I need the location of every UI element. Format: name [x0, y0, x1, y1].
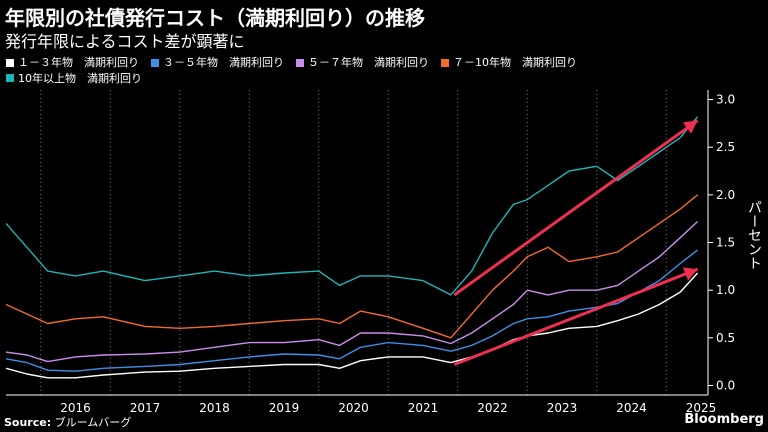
y-tick-label: 2.0: [716, 188, 735, 202]
y-tick-label: 3.0: [716, 93, 735, 107]
x-tick-label: 2019: [269, 401, 300, 415]
chart-subtitle: 発行年限によるコスト差が顕著に: [5, 32, 245, 51]
legend-item: ３－５年物 満期利回り: [151, 55, 284, 70]
legend-swatch: [441, 58, 449, 67]
source-label: Source:: [4, 416, 52, 429]
legend-label: ３－５年物 満期利回り: [163, 56, 284, 69]
arrow-shaft: [453, 267, 699, 366]
y-tick-label: 0.0: [716, 378, 735, 392]
legend-item: 10年以上物 満期利回り: [6, 71, 142, 86]
x-tick-label: 2017: [130, 401, 161, 415]
y-tick-label: 2.5: [716, 140, 735, 154]
series-line: [5, 272, 699, 379]
series-line: [5, 194, 699, 339]
axes: 2016 2017 2018 2019 2020 2021 2022 2023 2024 2025…: [6, 90, 735, 415]
x-tick-label: 2018: [199, 401, 230, 415]
x-tick-label: 2021: [408, 401, 439, 415]
y-tick-label: 1.5: [716, 236, 735, 250]
legend-swatch: [151, 58, 159, 67]
legend-item: １－３年物 満期利回り: [6, 55, 139, 70]
x-tick-label: 2024: [616, 401, 647, 415]
arrow-shaft: [453, 119, 699, 297]
annotation-arrows: [453, 119, 699, 366]
legend-swatch: [6, 74, 14, 82]
y-tick-label: 1.0: [716, 283, 735, 297]
legend-swatch: [296, 58, 304, 67]
legend-label: 10年以上物 満期利回り: [18, 71, 142, 85]
legend-swatch: [6, 58, 14, 67]
chart-legend: １－３年物 満期利回り ３－５年物 満期利回り ５－７年物 満期利回り ７－10年物 …: [6, 55, 706, 86]
series-lines: [5, 116, 699, 379]
source-value: ブルームバーグ: [54, 416, 132, 429]
series-line: [5, 116, 699, 296]
x-tick-label: 2020: [338, 401, 369, 415]
x-tick-label: 2022: [477, 401, 508, 415]
y-axis-label: パーセント: [746, 200, 762, 270]
bloomberg-logo: Bloomberg: [684, 412, 764, 427]
arrow-head: [682, 120, 698, 134]
x-tick-label: 2023: [547, 401, 578, 415]
legend-label: ５－７年物 満期利回り: [308, 56, 429, 69]
gridlines: [40, 90, 667, 395]
y-tick-label: 0.5: [716, 331, 735, 345]
legend-label: ７－10年物 満期利回り: [453, 56, 577, 69]
legend-label: １－３年物 満期利回り: [18, 56, 139, 69]
x-tick-label: 2025: [686, 401, 717, 415]
arrow-head: [682, 267, 698, 281]
series-line: [5, 220, 699, 363]
legend-item: ７－10年物 満期利回り: [441, 55, 577, 70]
chart-title: 年限別の社債発行コスト（満期利回り）の推移: [5, 6, 425, 30]
x-tick-label: 2016: [60, 401, 91, 415]
legend-item: ５－７年物 満期利回り: [296, 55, 429, 70]
source-note: Source: ブルームバーグ: [4, 414, 131, 430]
